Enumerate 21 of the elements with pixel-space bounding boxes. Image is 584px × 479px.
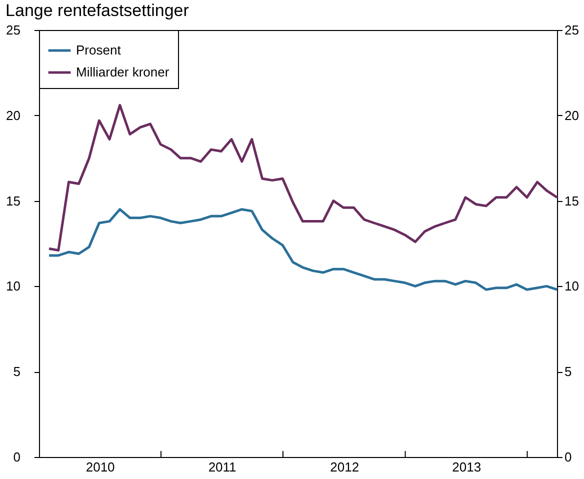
y2-tick-label: 15 [564,193,579,208]
y-tick-label: 5 [13,364,20,380]
y2-tick-label: 10 [564,278,579,294]
y2-tick-label: 20 [564,108,579,123]
legend-label: Milliarder kroner [76,64,170,80]
y2-tick-label: 0 [564,450,572,464]
x-tick-label: 2010 [86,460,115,474]
y-tick-label: 25 [6,22,20,38]
y-tick-label: 0 [13,450,20,464]
x-tick-label: 2011 [208,460,236,474]
x-tick-label: 2013 [452,460,482,474]
y-tick-label: 20 [6,108,20,123]
chart-title: Lange rentefastsettinger [6,1,190,20]
x-tick-label: 2012 [330,460,360,474]
y-tick-label: 10 [6,278,20,294]
line-series [48,104,558,252]
y2-tick-label: 25 [564,22,579,38]
y-tick-label: 15 [6,193,20,208]
y2-tick-label: 5 [564,364,572,380]
legend-label: Prosent [76,42,122,58]
line-series [48,208,558,291]
